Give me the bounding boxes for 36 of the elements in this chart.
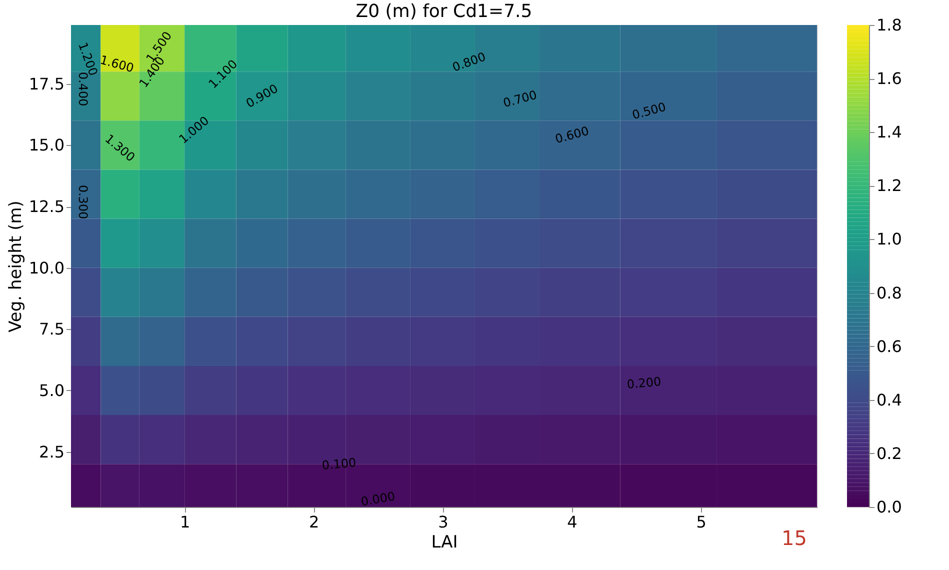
color-bar-label: 0.0: [876, 498, 902, 516]
color-bar-label: 1.0: [876, 230, 902, 249]
annotation: 0.600: [554, 124, 590, 146]
y-tick-label: 17.5: [28, 74, 64, 94]
annotation: 0.200: [626, 374, 662, 392]
annotation: 0.500: [630, 100, 668, 122]
y-axis-title: Veg. height (m): [6, 200, 26, 332]
color-bar-label: 1.8: [876, 16, 902, 34]
x-tick-label: 1: [180, 512, 190, 532]
y-tick-label: 2.5: [39, 442, 64, 462]
color-bar-label: 1.4: [876, 122, 902, 142]
annotation: 0.400: [76, 72, 90, 106]
chart-title: Z0 (m) for Cd1=7.5: [356, 1, 532, 22]
annotation: 0.800: [450, 50, 488, 74]
y-tick-label: 7.5: [39, 320, 64, 339]
x-axis-title: LAI: [431, 532, 458, 552]
color-bar-label: 1.2: [876, 176, 902, 196]
text: 15: [782, 526, 807, 550]
annotation: 0.700: [502, 88, 538, 110]
annotation: 0.300: [76, 184, 90, 220]
annotation: 0.100: [321, 456, 357, 472]
x-tick-label: 4: [567, 512, 578, 532]
annotation: 1.600: [98, 52, 136, 76]
color-bar-label: 0.6: [876, 336, 902, 356]
x-tick-label: 3: [438, 512, 448, 532]
x-tick-label: 2: [309, 512, 320, 532]
annotation: 0.000: [360, 489, 396, 509]
color-bar-label: 0.2: [876, 444, 902, 463]
color-bar-label: 1.6: [876, 69, 902, 88]
y-tick-label: 12.5: [28, 197, 64, 216]
color-bar-label: 0.4: [876, 390, 902, 410]
color-bar-label: 0.8: [876, 283, 902, 302]
x-tick-label: 5: [696, 512, 706, 532]
y-tick-label: 15.0: [28, 136, 64, 155]
y-tick-label: 10.0: [28, 258, 64, 278]
y-tick-label: 5.0: [39, 380, 64, 400]
